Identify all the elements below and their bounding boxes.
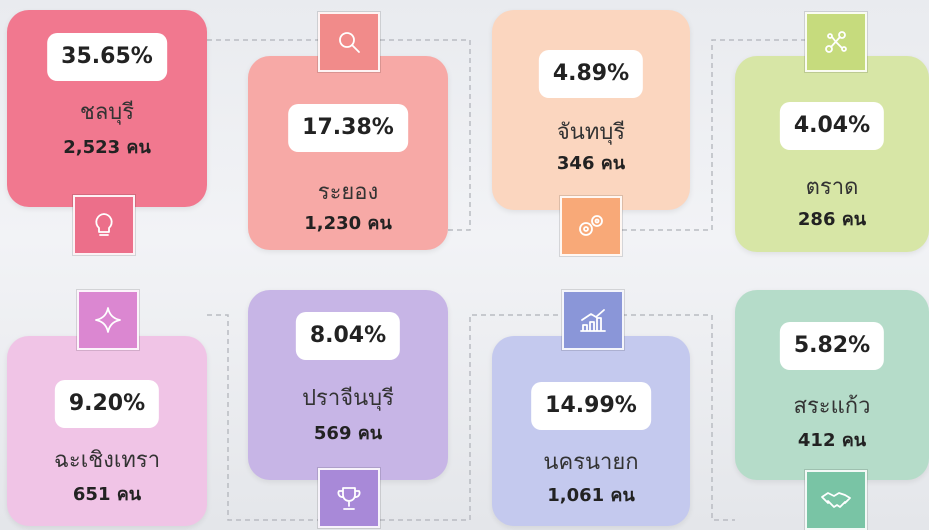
stat-card: 4.89% จันทบุรี 346 คน: [492, 10, 690, 210]
connector: [207, 314, 318, 521]
student-count: 1,061 คน: [547, 485, 635, 506]
icon: [580, 309, 606, 332]
icon-box: [559, 195, 623, 257]
province-name: ปราจีนบุรี: [302, 386, 394, 411]
connector: [622, 314, 735, 521]
percent-pill: 4.04%: [779, 102, 885, 150]
icon: [821, 492, 851, 508]
percent-pill: 17.38%: [288, 104, 408, 152]
icon-box: [804, 11, 868, 73]
icon-box: [76, 289, 140, 351]
province-name: ชลบุรี: [79, 100, 135, 125]
percent-pill: 35.65%: [47, 33, 167, 81]
icon: [339, 32, 360, 53]
stat-card: 8.04% ปราจีนบุรี 569 คน: [248, 290, 448, 480]
icon: [95, 213, 113, 236]
province-name: ตราด: [805, 175, 859, 200]
stat-card: 14.99% นครนายก 1,061 คน: [492, 336, 690, 526]
student-count: 651 คน: [72, 484, 142, 505]
percent-pill: 9.20%: [54, 380, 160, 428]
province-name: ระยอง: [317, 180, 379, 205]
student-count: 346 คน: [556, 153, 626, 174]
icon: [95, 307, 121, 333]
stat-card: 5.82% สระแก้ว 412 คน: [735, 290, 929, 480]
stat-card: 17.38% ระยอง 1,230 คน: [248, 56, 448, 250]
student-count: 1,230 คน: [304, 213, 392, 234]
icon: [337, 487, 361, 510]
student-count: 2,523 คน: [63, 137, 151, 158]
percent-pill: 5.82%: [779, 322, 885, 370]
icon: [825, 31, 847, 53]
stat-card: 4.04% ตราด 286 คน: [735, 56, 929, 252]
icon-box: [561, 289, 625, 351]
student-count: 412 คน: [797, 430, 867, 451]
student-count: 569 คน: [313, 423, 383, 444]
connector: [380, 314, 562, 521]
percent-pill: 8.04%: [295, 312, 401, 360]
icon-box: [72, 194, 136, 256]
icon-box: [317, 467, 381, 529]
stat-card: 35.65% ชลบุรี 2,523 คน: [7, 10, 207, 207]
percent-pill: 4.89%: [538, 50, 644, 98]
icon: [579, 215, 603, 236]
percent-pill: 14.99%: [531, 382, 651, 430]
connector: [622, 39, 805, 231]
province-name: สระแก้ว: [793, 394, 871, 419]
province-name: จันทบุรี: [556, 120, 626, 145]
stat-card: 9.20% ฉะเชิงเทรา 651 คน: [7, 336, 207, 526]
province-name: ฉะเชิงเทรา: [53, 448, 161, 473]
student-count: 286 คน: [797, 209, 867, 230]
icon-box: [804, 469, 868, 530]
province-name: นครนายก: [543, 450, 639, 475]
connector: [380, 39, 471, 231]
icon-box: [317, 11, 381, 73]
